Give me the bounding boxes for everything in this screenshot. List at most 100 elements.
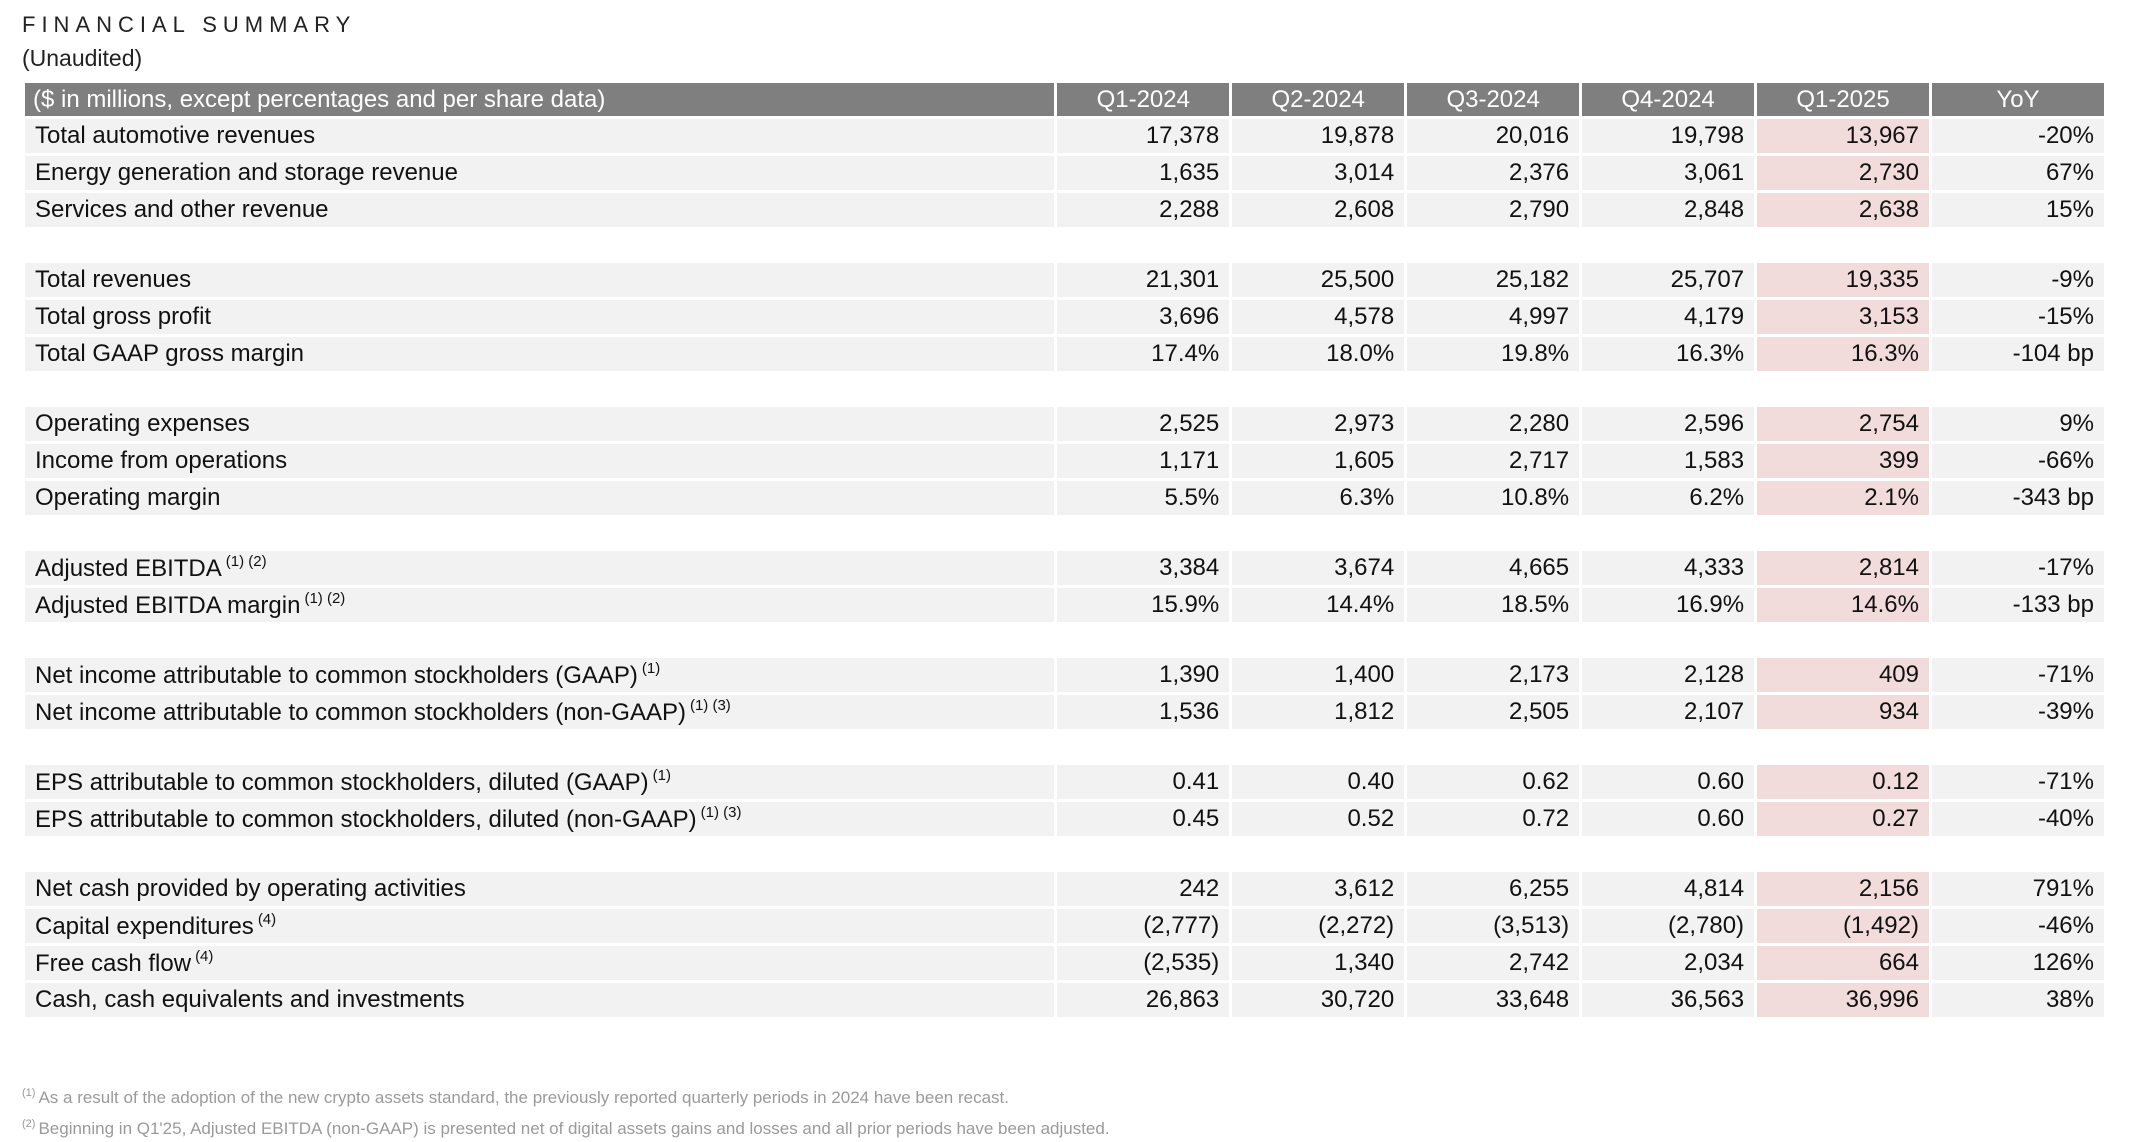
table-row: Capital expenditures (4) (2,777) (2,272) (3,… bbox=[25, 909, 2104, 943]
value-cell: -71% bbox=[1931, 658, 2104, 692]
value-cell: 19,335 bbox=[1757, 263, 1929, 297]
table-row: Adjusted EBITDA margin (1) (2) 15.9% 14.4% 1… bbox=[25, 588, 2104, 622]
footnote-ref: (1) bbox=[652, 767, 671, 784]
table-row: Total GAAP gross margin 17.4% 18.0% 19.8% 16… bbox=[25, 337, 2104, 371]
row-label-cell: Net income attributable to common stockh… bbox=[25, 658, 1055, 692]
value-cell: 2,156 bbox=[1757, 872, 1929, 906]
value-cell: 3,612 bbox=[1232, 872, 1405, 906]
value-cell: 16.3% bbox=[1582, 337, 1755, 371]
row-label-cell: Free cash flow (4) bbox=[25, 946, 1055, 980]
row-label: Adjusted EBITDA margin bbox=[35, 592, 301, 619]
financial-summary-table: ($ in millions, except percentages and p… bbox=[22, 80, 2107, 1020]
value-cell: 2,814 bbox=[1757, 551, 1929, 585]
row-label-cell: Cash, cash equivalents and investments bbox=[25, 983, 1055, 1017]
row-label: Operating expenses bbox=[35, 410, 250, 437]
value-cell: 2,848 bbox=[1582, 193, 1755, 227]
row-label: Total GAAP gross margin bbox=[35, 340, 305, 367]
column-header: Q3-2024 bbox=[1407, 83, 1580, 116]
footnotes: (1) As a result of the adoption of the ne… bbox=[22, 1080, 1110, 1142]
spacer-cell bbox=[25, 518, 2104, 548]
value-cell: -40% bbox=[1931, 802, 2104, 836]
value-cell: 19,878 bbox=[1232, 119, 1405, 153]
table-row: Total revenues 21,301 25,500 25,182 25,707 19… bbox=[25, 263, 2104, 297]
value-cell: 2,596 bbox=[1582, 407, 1755, 441]
row-label-cell: Net income attributable to common stockh… bbox=[25, 695, 1055, 729]
value-cell: 18.0% bbox=[1232, 337, 1405, 371]
table-header-row: ($ in millions, except percentages and p… bbox=[25, 83, 2104, 116]
value-cell: -71% bbox=[1931, 765, 2104, 799]
spacer-row bbox=[25, 518, 2104, 548]
footnote-ref: (4) bbox=[257, 911, 277, 928]
value-cell: 2,505 bbox=[1407, 695, 1580, 729]
row-label-cell: Total GAAP gross margin bbox=[25, 337, 1055, 371]
value-cell: 1,390 bbox=[1057, 658, 1230, 692]
value-cell: (1,492) bbox=[1757, 909, 1929, 943]
value-cell: 15% bbox=[1931, 193, 2104, 227]
spacer-cell bbox=[25, 839, 2104, 869]
value-cell: 2,608 bbox=[1232, 193, 1405, 227]
value-cell: 4,333 bbox=[1582, 551, 1755, 585]
table-row: Income from operations 1,171 1,605 2,717 1,5… bbox=[25, 444, 2104, 478]
table-row: Net cash provided by operating activitie… bbox=[25, 872, 2104, 906]
spacer-cell bbox=[25, 230, 2104, 260]
row-label: EPS attributable to common stockholders,… bbox=[35, 769, 649, 796]
table-row: Energy generation and storage revenue 1,6… bbox=[25, 156, 2104, 190]
value-cell: 399 bbox=[1757, 444, 1929, 478]
value-cell: 3,696 bbox=[1057, 300, 1230, 334]
row-label: Net cash provided by operating activitie… bbox=[35, 875, 466, 902]
value-cell: (2,780) bbox=[1582, 909, 1755, 943]
footnote-ref: (4) bbox=[195, 948, 214, 965]
value-cell: 1,812 bbox=[1232, 695, 1405, 729]
value-cell: 13,967 bbox=[1757, 119, 1929, 153]
row-label-cell: Operating margin bbox=[25, 481, 1055, 515]
value-cell: 791% bbox=[1931, 872, 2104, 906]
value-cell: 67% bbox=[1931, 156, 2104, 190]
spacer-row bbox=[25, 839, 2104, 869]
value-cell: 3,674 bbox=[1232, 551, 1405, 585]
value-cell: -343 bp bbox=[1931, 481, 2104, 515]
value-cell: 0.41 bbox=[1057, 765, 1230, 799]
value-cell: 25,182 bbox=[1407, 263, 1580, 297]
value-cell: 36,563 bbox=[1582, 983, 1755, 1017]
value-cell: 25,707 bbox=[1582, 263, 1755, 297]
value-cell: 2,128 bbox=[1582, 658, 1755, 692]
footnote: (2) Beginning in Q1'25, Adjusted EBITDA (… bbox=[22, 1111, 1110, 1142]
row-label: Free cash flow bbox=[35, 950, 192, 977]
table-row: Net income attributable to common stockh… bbox=[25, 658, 2104, 692]
row-label-cell: Total automotive revenues bbox=[25, 119, 1055, 153]
spacer-cell bbox=[25, 625, 2104, 655]
row-label-cell: Income from operations bbox=[25, 444, 1055, 478]
value-cell: 1,605 bbox=[1232, 444, 1405, 478]
value-cell: 2,638 bbox=[1757, 193, 1929, 227]
row-label: Cash, cash equivalents and investments bbox=[35, 986, 465, 1013]
value-cell: 1,536 bbox=[1057, 695, 1230, 729]
row-label-cell: EPS attributable to common stockholders,… bbox=[25, 802, 1055, 836]
table-body: Total automotive revenues 17,378 19,878 20,… bbox=[25, 119, 2104, 1017]
report-title: FINANCIAL SUMMARY bbox=[22, 12, 357, 37]
row-label: Services and other revenue bbox=[35, 196, 329, 223]
footnote-ref: (1) (2) bbox=[225, 553, 267, 570]
row-label-cell: Net cash provided by operating activitie… bbox=[25, 872, 1055, 906]
value-cell: -104 bp bbox=[1931, 337, 2104, 371]
value-cell: 0.52 bbox=[1232, 802, 1405, 836]
value-cell: 5.5% bbox=[1057, 481, 1230, 515]
value-cell: 1,635 bbox=[1057, 156, 1230, 190]
value-cell: 2,790 bbox=[1407, 193, 1580, 227]
row-label: Energy generation and storage revenue bbox=[35, 159, 458, 186]
value-cell: 4,814 bbox=[1582, 872, 1755, 906]
value-cell: 36,996 bbox=[1757, 983, 1929, 1017]
value-cell: 17.4% bbox=[1057, 337, 1230, 371]
value-cell: 18.5% bbox=[1407, 588, 1580, 622]
table-row: Services and other revenue 2,288 2,608 2,79… bbox=[25, 193, 2104, 227]
value-cell: 0.40 bbox=[1232, 765, 1405, 799]
row-label: Total gross profit bbox=[35, 303, 212, 330]
value-cell: 4,997 bbox=[1407, 300, 1580, 334]
value-cell: 14.6% bbox=[1757, 588, 1929, 622]
footnote-ref: (1) (3) bbox=[689, 697, 731, 714]
value-cell: -20% bbox=[1931, 119, 2104, 153]
spacer-cell bbox=[25, 374, 2104, 404]
value-cell: 4,179 bbox=[1582, 300, 1755, 334]
column-header: Q1-2025 bbox=[1757, 83, 1929, 116]
value-cell: 38% bbox=[1931, 983, 2104, 1017]
value-cell: 15.9% bbox=[1057, 588, 1230, 622]
